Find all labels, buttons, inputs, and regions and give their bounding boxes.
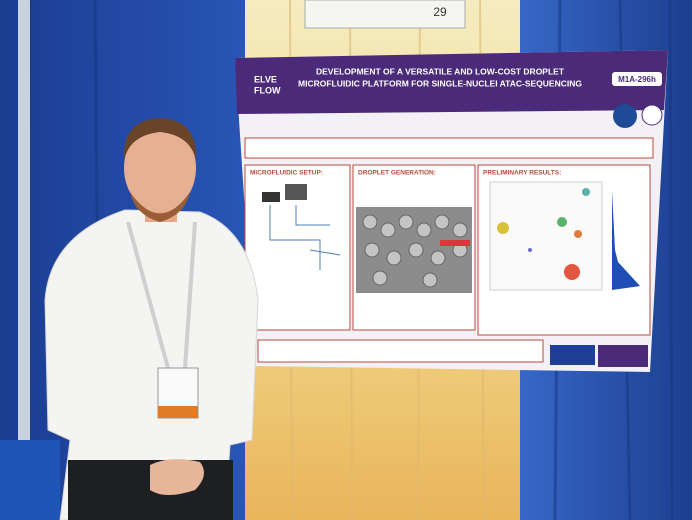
- sign-number: 29: [433, 5, 447, 19]
- section-heading: MICROFLUIDIC SETUP:: [250, 170, 323, 177]
- number-sign: [304, 0, 466, 29]
- device: [285, 184, 307, 200]
- umap-clusters: [497, 188, 590, 280]
- badge-stripe: [158, 406, 198, 418]
- chair: [0, 440, 60, 520]
- lanyard: [126, 221, 197, 369]
- tubing: [269, 205, 341, 270]
- poster-code-box: [612, 72, 662, 86]
- umap-plot: [489, 181, 603, 291]
- poster-logo: FLOW: [254, 85, 281, 95]
- device: [262, 192, 280, 202]
- shirt: [44, 209, 259, 520]
- poster-footer: [257, 339, 544, 363]
- beard: [130, 192, 190, 222]
- university-logo: [613, 104, 637, 128]
- poster-title: DEVELOPMENT OF A VERSATILE AND LOW-COST …: [316, 66, 565, 76]
- hair: [123, 118, 197, 160]
- face: [124, 124, 196, 212]
- poster-logo: ELVE: [254, 74, 277, 84]
- poster-header: [235, 50, 668, 114]
- droplets: [362, 214, 468, 288]
- density-plot: [612, 190, 640, 290]
- hands: [150, 459, 204, 495]
- poster-code: M1A-296h: [618, 75, 656, 84]
- funding-note: [598, 345, 648, 367]
- section-heading: DROPLET GENERATION:: [358, 170, 436, 177]
- pole: [18, 0, 30, 520]
- funding-logo: [550, 345, 595, 365]
- section-heading: PRELIMINARY RESULTS:: [483, 170, 561, 177]
- institute-logo: [641, 104, 663, 126]
- poster-title: MICROFLUIDIC PLATFORM FOR SINGLE-NUCLEI …: [298, 78, 582, 88]
- droplet-highlight: [440, 240, 470, 246]
- poster-intro: [244, 137, 654, 159]
